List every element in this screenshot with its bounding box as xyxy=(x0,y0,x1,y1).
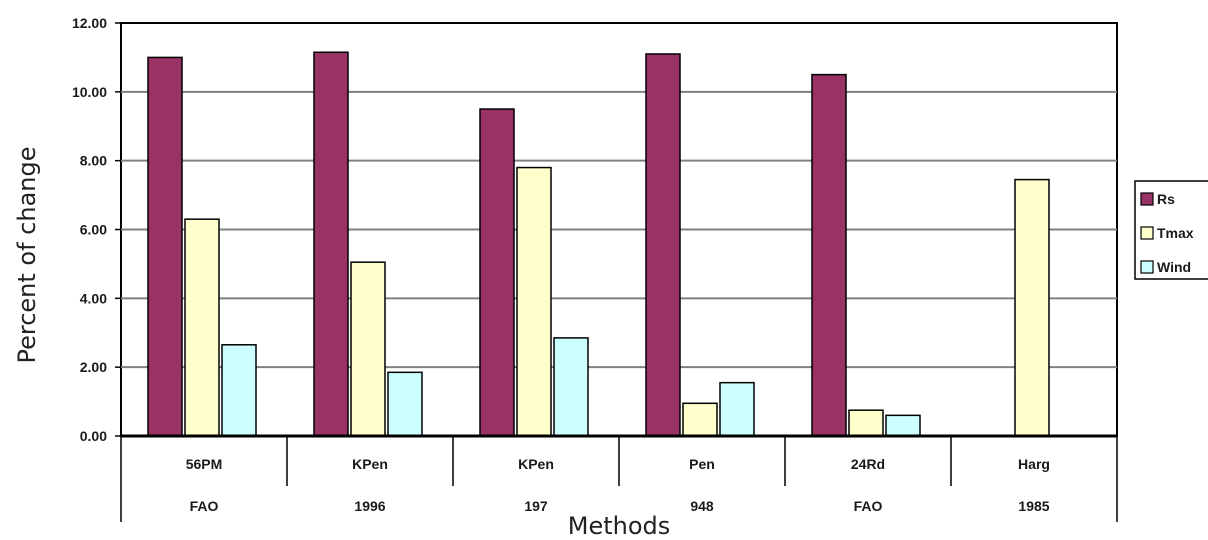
legend-label-wind: Wind xyxy=(1157,259,1191,275)
bar-tmax xyxy=(350,261,386,437)
bar-tmax xyxy=(184,218,220,437)
x-axis-title: Methods xyxy=(568,512,671,540)
legend-label-rs: Rs xyxy=(1157,191,1175,207)
y-tick-label: 2.00 xyxy=(80,359,107,375)
y-tick-label: 4.00 xyxy=(80,290,107,306)
y-tick-label: 6.00 xyxy=(80,222,107,238)
x-category-label-line2: 197 xyxy=(524,498,548,514)
x-category-label-line1: 24Rd xyxy=(851,456,885,472)
bar-rs xyxy=(479,108,515,437)
bar-tmax xyxy=(516,166,552,437)
legend-swatch-wind xyxy=(1140,260,1154,274)
y-tick-label: 12.00 xyxy=(72,15,107,31)
x-axis: 56PM FAO KPen 1996 KPen 197 Pen 948 24Rd FAO Harg 1… xyxy=(120,434,1118,522)
y-axis-ticks: 0.00 2.00 4.00 6.00 8.00 10.00 12.00 xyxy=(72,15,121,444)
bar-wind xyxy=(387,371,423,437)
bar-rs xyxy=(313,51,349,437)
bar-rs xyxy=(147,56,183,437)
bar-tmax xyxy=(848,409,884,437)
bar-tmax xyxy=(1014,178,1050,437)
bar-wind xyxy=(885,414,921,437)
legend: Rs Tmax Wind xyxy=(1134,180,1208,280)
bars xyxy=(147,51,1050,437)
bar-rs xyxy=(645,53,681,437)
x-category-label-line2: 948 xyxy=(690,498,714,514)
y-tick-label: 10.00 xyxy=(72,84,107,100)
bar-wind xyxy=(719,381,755,437)
x-category-label-line1: Harg xyxy=(1018,456,1050,472)
x-category-label-line1: KPen xyxy=(518,456,554,472)
x-category-label-line1: 56PM xyxy=(186,456,223,472)
x-category-label-line1: KPen xyxy=(352,456,388,472)
x-category-label-line2: FAO xyxy=(854,498,883,514)
legend-label-tmax: Tmax xyxy=(1157,225,1194,241)
x-category-label-line2: 1996 xyxy=(354,498,385,514)
y-tick-label: 8.00 xyxy=(80,153,107,169)
legend-swatch-tmax xyxy=(1140,226,1154,240)
bar-wind xyxy=(221,344,257,437)
y-tick-label: 0.00 xyxy=(80,428,107,444)
bar-wind xyxy=(553,337,589,437)
x-category-label-line1: Pen xyxy=(689,456,715,472)
bar-tmax xyxy=(682,402,718,437)
x-category-label-line2: FAO xyxy=(190,498,219,514)
legend-swatch-rs xyxy=(1140,192,1154,206)
bar-rs xyxy=(811,73,847,437)
y-axis-title: Percent of change xyxy=(13,146,41,363)
x-category-label-line2: 1985 xyxy=(1018,498,1049,514)
gridlines xyxy=(121,90,1117,369)
